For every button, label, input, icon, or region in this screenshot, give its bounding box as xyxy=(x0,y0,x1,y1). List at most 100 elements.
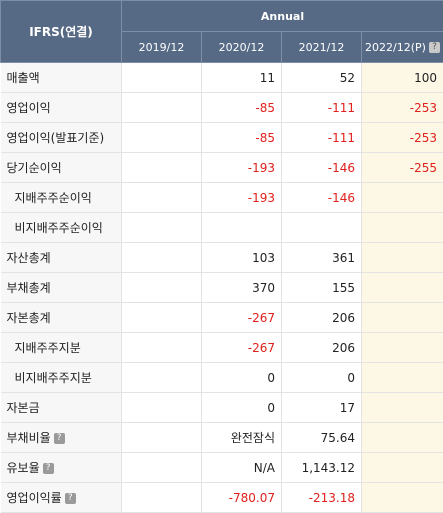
row-label: 자본총계 xyxy=(1,303,122,333)
value-cell: 100 xyxy=(362,63,443,93)
value-cell: -213.18 xyxy=(282,483,362,513)
row-label-text: 유보율 xyxy=(7,461,40,475)
value-cell: 52 xyxy=(282,63,362,93)
value-cell xyxy=(362,483,443,513)
value-cell xyxy=(122,153,202,183)
value-cell: -85 xyxy=(202,123,282,153)
row-label-text: 비지배주주지분 xyxy=(15,371,92,385)
value-cell: -267 xyxy=(202,303,282,333)
value-cell xyxy=(362,183,443,213)
value-cell xyxy=(122,213,202,243)
value-cell: 0 xyxy=(202,393,282,423)
row-label: 매출액 xyxy=(1,63,122,93)
value-cell xyxy=(362,453,443,483)
value-cell: -193 xyxy=(202,153,282,183)
row-label-text: 영업이익률 xyxy=(7,491,62,505)
help-icon[interactable]: ? xyxy=(429,42,440,53)
value-cell xyxy=(122,303,202,333)
row-label-text: 지배주주지분 xyxy=(15,341,81,355)
value-cell xyxy=(122,423,202,453)
value-cell: 17 xyxy=(282,393,362,423)
value-cell xyxy=(362,333,443,363)
value-cell: -146 xyxy=(282,153,362,183)
value-cell xyxy=(122,243,202,273)
row-label: 자산총계 xyxy=(1,243,122,273)
value-cell: 0 xyxy=(202,363,282,393)
table-row: 지배주주순이익-193-146 xyxy=(1,183,443,213)
value-cell: -111 xyxy=(282,93,362,123)
row-label-text: 자본금 xyxy=(7,401,40,415)
table-row: 당기순이익 -193-146-255 xyxy=(1,153,443,183)
help-icon[interactable]: ? xyxy=(65,493,76,504)
row-label: 당기순이익 xyxy=(1,153,122,183)
value-cell xyxy=(122,123,202,153)
row-label: 자본금 xyxy=(1,393,122,423)
help-icon[interactable]: ? xyxy=(54,433,65,444)
value-cell xyxy=(362,213,443,243)
value-cell xyxy=(202,213,282,243)
period-header-label: 2022/12(P) xyxy=(365,41,426,54)
row-label: 지배주주지분 xyxy=(1,333,122,363)
row-label: 비지배주주지분 xyxy=(1,363,122,393)
value-cell: N/A xyxy=(202,453,282,483)
table-row: 영업이익-85-111-253 xyxy=(1,93,443,123)
value-cell xyxy=(362,243,443,273)
value-cell: 155 xyxy=(282,273,362,303)
row-label: 부채총계 xyxy=(1,273,122,303)
value-cell: 완전잠식 xyxy=(202,423,282,453)
value-cell xyxy=(282,213,362,243)
period-header: 2020/12 xyxy=(202,32,282,63)
row-label-text: 영업이익(발표기준) xyxy=(7,131,105,145)
value-cell: -267 xyxy=(202,333,282,363)
row-label: 영업이익률? xyxy=(1,483,122,513)
value-cell: 206 xyxy=(282,303,362,333)
annual-header: Annual xyxy=(122,1,443,32)
value-cell: -255 xyxy=(362,153,443,183)
row-label: 유보율? xyxy=(1,453,122,483)
row-label-text: 매출액 xyxy=(7,71,40,85)
value-cell xyxy=(362,363,443,393)
value-cell xyxy=(122,363,202,393)
row-label: 부채비율? xyxy=(1,423,122,453)
row-label-text: 지배주주순이익 xyxy=(15,191,92,205)
value-cell: 370 xyxy=(202,273,282,303)
row-label-text: 자본총계 xyxy=(7,311,51,325)
value-cell xyxy=(362,393,443,423)
value-cell: -146 xyxy=(282,183,362,213)
value-cell xyxy=(122,453,202,483)
value-cell xyxy=(122,183,202,213)
value-cell: 206 xyxy=(282,333,362,363)
row-label-text: 비지배주주순이익 xyxy=(15,221,103,235)
value-cell xyxy=(122,63,202,93)
row-label: 영업이익 xyxy=(1,93,122,123)
value-cell xyxy=(362,423,443,453)
value-cell xyxy=(362,273,443,303)
period-header: 2019/12 xyxy=(122,32,202,63)
value-cell: -85 xyxy=(202,93,282,123)
row-label-text: 부채비율 xyxy=(7,431,51,445)
table-row: 영업이익(발표기준)-85-111-253 xyxy=(1,123,443,153)
row-label-text: 당기순이익 xyxy=(7,161,62,175)
value-cell: 0 xyxy=(282,363,362,393)
value-cell: 75.64 xyxy=(282,423,362,453)
value-cell xyxy=(122,273,202,303)
basis-header: IFRS(연결) xyxy=(1,1,122,63)
row-label: 비지배주주순이익 xyxy=(1,213,122,243)
row-label-text: 부채총계 xyxy=(7,281,51,295)
value-cell xyxy=(122,93,202,123)
help-icon[interactable]: ? xyxy=(43,463,54,474)
value-cell xyxy=(122,333,202,363)
row-label: 지배주주순이익 xyxy=(1,183,122,213)
row-label: 영업이익(발표기준) xyxy=(1,123,122,153)
value-cell: 103 xyxy=(202,243,282,273)
table-row: 비지배주주순이익 xyxy=(1,213,443,243)
value-cell xyxy=(362,303,443,333)
